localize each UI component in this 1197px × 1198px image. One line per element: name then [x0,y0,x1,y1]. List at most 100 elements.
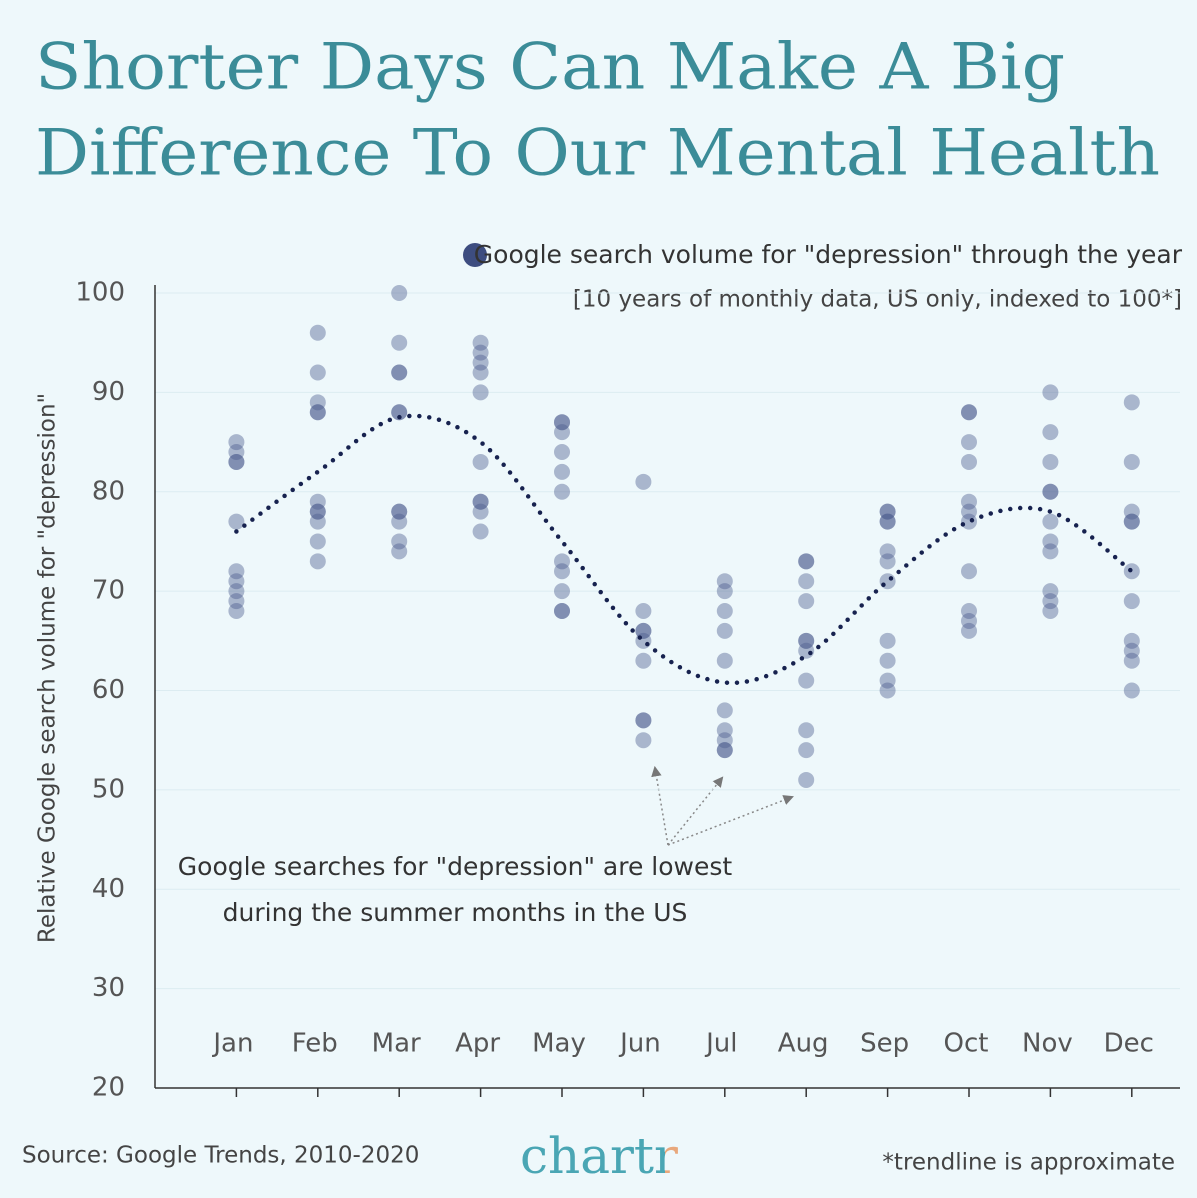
dot [228,593,245,610]
dot [1042,583,1059,600]
dot [716,652,733,669]
dot [961,404,977,421]
dot [1123,503,1140,520]
dot [1123,682,1140,699]
dot [391,513,408,530]
dot [716,622,733,639]
dot [798,742,815,759]
dot [391,503,408,520]
dot [798,672,815,689]
dot [472,364,489,381]
dot [1042,513,1059,530]
dot [635,473,652,490]
dot [554,463,570,480]
dot [635,712,652,729]
dot [228,563,245,580]
dot [1042,543,1059,560]
dot [228,444,245,460]
dot [716,732,733,749]
x-tick-label: Dec [1104,1029,1154,1059]
dot [879,682,896,699]
dot [472,503,489,520]
annotation-arrows [651,765,794,846]
dot [1042,384,1059,401]
logo: chartr [520,1127,678,1185]
x-tick-label: Apr [455,1029,500,1059]
dot [309,394,326,411]
y-tick-label: 90 [92,377,125,407]
x-tick-label: Mar [372,1029,421,1059]
dot [635,603,652,619]
y-tick-label: 60 [92,675,125,705]
chart-title: Difference To Our Mental Health [35,117,1160,191]
dot [879,672,896,689]
dot [228,513,245,530]
dot [798,632,815,649]
dot [554,583,570,600]
dot [961,622,977,639]
y-tick-label: 50 [92,774,125,804]
dot [391,364,408,381]
dot [961,612,977,629]
dot [1042,483,1059,500]
dot [716,702,733,719]
dot [716,742,733,759]
dot [309,404,326,421]
dot [961,404,977,421]
dot [635,732,652,749]
dot [1123,453,1140,470]
dot [798,553,815,570]
dot [391,533,408,550]
dot [228,583,245,600]
y-tick-label: 30 [92,973,125,1003]
dot [1042,483,1059,500]
dot [716,742,733,759]
dot [798,553,815,570]
x-tick-label: Nov [1022,1029,1073,1059]
dot [716,583,733,600]
annotation: during the summer months in the US [223,898,688,927]
dot [879,632,896,649]
dot [716,573,733,590]
dot [309,503,326,520]
dot [228,453,245,470]
y-tick-label: 70 [92,576,125,606]
dot [961,503,977,520]
dot [554,414,570,431]
dot [391,334,408,351]
dot [1042,593,1059,610]
dot [635,652,652,669]
dot [1123,394,1140,411]
dot [879,573,896,590]
dot [879,543,896,560]
dot [309,364,326,381]
x-tick-label: Aug [778,1029,829,1059]
dot [961,493,977,510]
dot [309,533,326,550]
dot [391,404,408,421]
dot [309,493,326,510]
dot [798,642,815,659]
dot [554,414,570,431]
dot [472,493,489,510]
dot [879,503,896,520]
dot [472,493,489,510]
x-tick-label: Feb [292,1029,338,1059]
dot [554,424,570,441]
x-tick-label: Jan [211,1029,253,1059]
dot [879,513,896,530]
dot [554,603,570,619]
dot [798,771,815,788]
dot [554,553,570,570]
dot [961,434,977,451]
y-tick-label: 20 [92,1073,125,1103]
x-tick-label: Jun [618,1029,661,1059]
x-tick-label: May [532,1029,586,1059]
dot [472,384,489,401]
dot [961,603,977,619]
annotation: Google searches for "depression" are low… [178,852,733,881]
dot [554,483,570,500]
dot [228,603,245,619]
